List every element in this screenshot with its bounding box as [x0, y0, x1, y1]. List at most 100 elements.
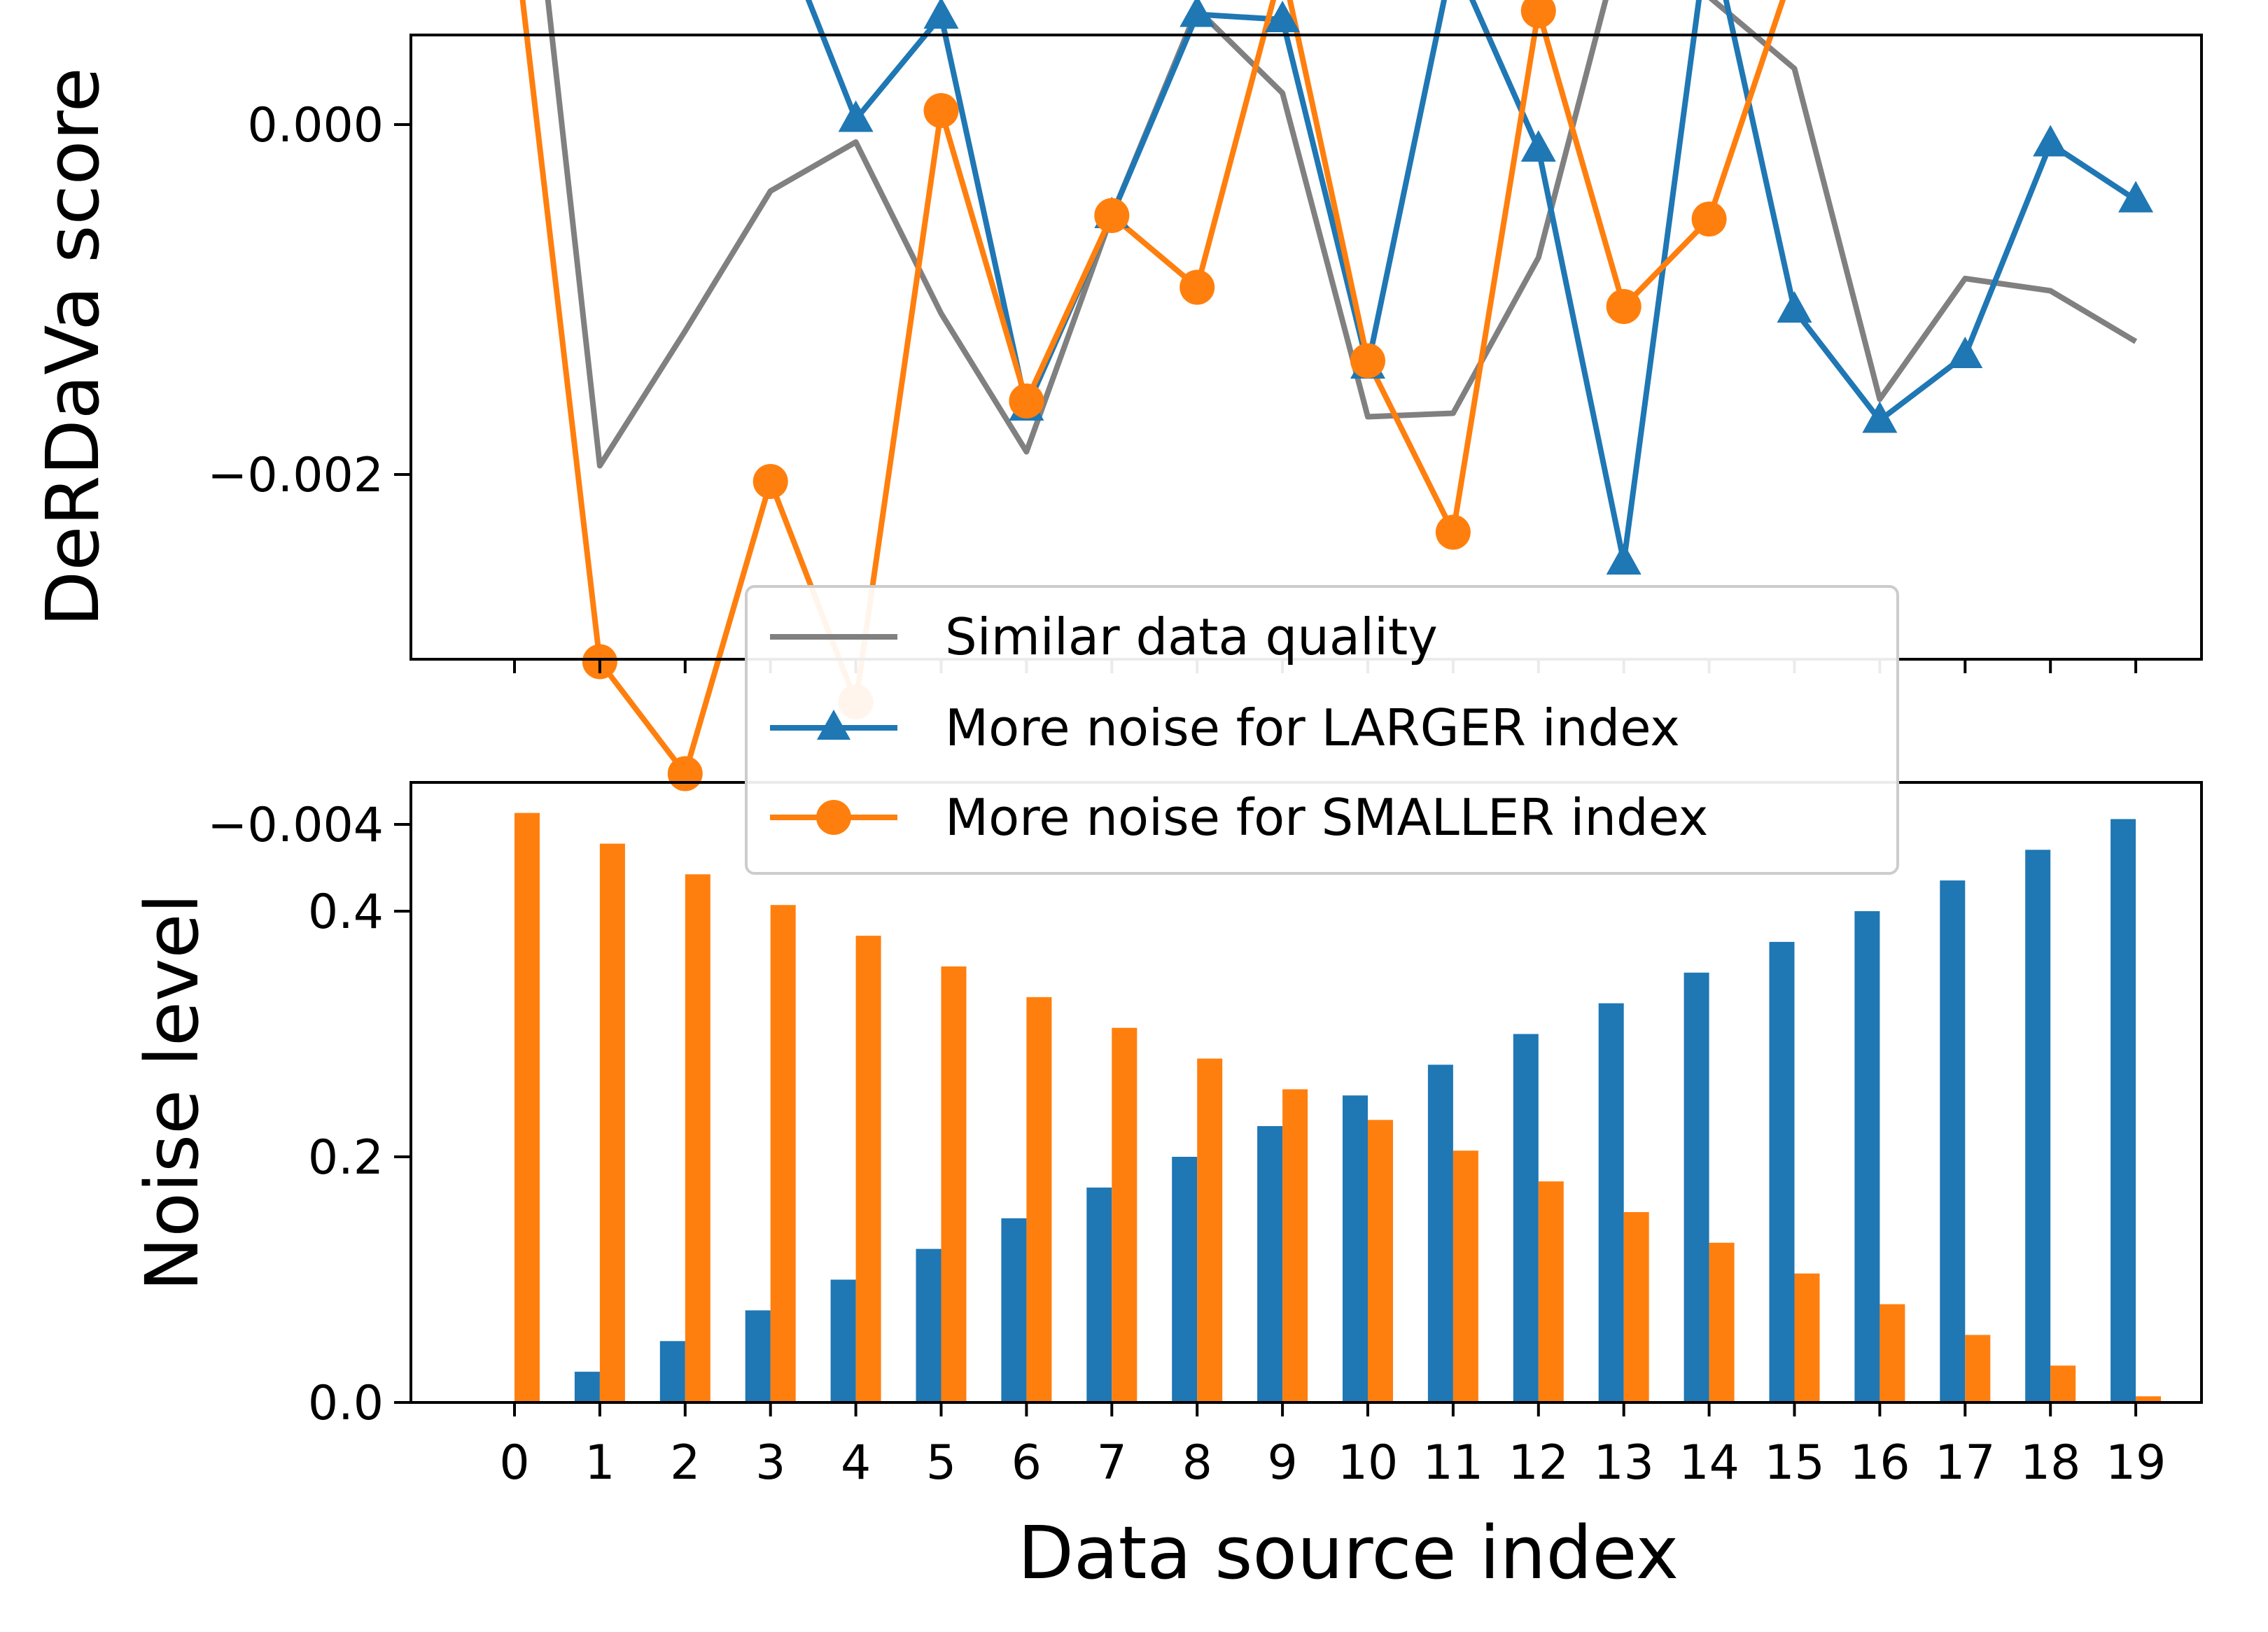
bar-smaller: [514, 813, 540, 1402]
bottom-xtick-label: 6: [1011, 1435, 1042, 1491]
bottom-xtick-label: 12: [1508, 1435, 1569, 1491]
bar-smaller: [1026, 997, 1052, 1402]
bar-larger: [574, 1372, 600, 1402]
point-smaller: [1180, 269, 1215, 305]
bar-larger: [1598, 1003, 1624, 1402]
bottom-xtick-label: 9: [1267, 1435, 1297, 1491]
point-smaller: [1009, 384, 1044, 418]
point-larger: [838, 100, 874, 132]
legend-label-similar: Similar data quality: [945, 607, 1438, 666]
bar-larger: [659, 1341, 685, 1403]
legend-triangle-marker: [817, 710, 850, 740]
bar-larger: [1001, 1218, 1027, 1403]
bottom-y-axis-title: Noise level: [130, 894, 215, 1292]
point-larger: [1777, 291, 1812, 323]
bar-larger: [1086, 1187, 1112, 1402]
top-ytick-label: −0.002: [207, 448, 384, 503]
bottom-xtick-label: 11: [1423, 1435, 1484, 1491]
bar-larger: [2110, 819, 2136, 1402]
point-larger: [1947, 337, 1983, 368]
bar-smaller: [770, 905, 796, 1402]
noise-bar-chart: 0.00.20.40 1 2 3 4 5 6 7 8 9 10 11 12 13 14 15 16 17 18 19 …: [130, 781, 2203, 1596]
bar-smaller: [1709, 1242, 1735, 1402]
top-ytick-label: 0.000: [247, 98, 384, 153]
bar-smaller: [1965, 1335, 1991, 1402]
point-larger: [1180, 0, 1215, 27]
point-smaller: [1691, 202, 1727, 237]
series-line-larger: [805, 0, 2138, 565]
bottom-xtick-label: 8: [1182, 1435, 1212, 1491]
bar-larger: [1769, 941, 1795, 1402]
bottom-xtick-label: 4: [841, 1435, 871, 1491]
bar-smaller: [1112, 1027, 1138, 1402]
bar-larger: [1940, 880, 1966, 1402]
bar-larger: [1684, 972, 1709, 1403]
bottom-xtick-label: 10: [1338, 1435, 1399, 1491]
bottom-xtick-label: 19: [2106, 1435, 2166, 1491]
point-smaller: [1350, 343, 1385, 379]
point-smaller: [667, 756, 703, 792]
bar-smaller: [1368, 1120, 1393, 1402]
legend: Similar data quality More noise for LARG…: [745, 585, 1899, 875]
legend-label-larger: More noise for LARGER index: [945, 698, 1680, 757]
bar-larger: [1343, 1095, 1368, 1403]
bottom-xtick-label: 2: [670, 1435, 700, 1491]
bottom-xtick-label: 7: [1097, 1435, 1127, 1491]
bar-larger: [1172, 1157, 1198, 1402]
bottom-xtick-label: 16: [1849, 1435, 1910, 1491]
point-larger: [1265, 1, 1301, 32]
point-larger: [1606, 543, 1642, 575]
bar-smaller: [2050, 1365, 2076, 1402]
bottom-xtick-label: 0: [499, 1435, 529, 1491]
point-smaller: [1606, 289, 1642, 324]
bar-smaller: [1282, 1089, 1308, 1402]
bottom-xtick-label: 15: [1764, 1435, 1825, 1491]
series-line-similar: [545, 0, 2138, 469]
bottom-xtick-label: 1: [584, 1435, 615, 1491]
bar-smaller: [1197, 1058, 1223, 1402]
bar-smaller: [2136, 1396, 2162, 1402]
point-larger: [2118, 181, 2154, 213]
bottom-xtick-label: 17: [1935, 1435, 1996, 1491]
legend-label-smaller: More noise for SMALLER index: [945, 788, 1708, 847]
legend-box: [745, 585, 1899, 875]
point-smaller: [1094, 198, 1130, 233]
bottom-xtick-label: 13: [1593, 1435, 1654, 1491]
bar-smaller: [599, 843, 625, 1402]
bottom-ytick-label: 0.0: [308, 1376, 384, 1431]
top-ytick-label: −0.004: [207, 798, 384, 853]
bottom-ytick-label: 0.2: [308, 1130, 384, 1186]
bar-larger: [830, 1279, 856, 1402]
legend-circle-marker: [816, 800, 851, 835]
top-plot-frame: [410, 34, 2203, 661]
bottom-xtick-label: 3: [755, 1435, 785, 1491]
bottom-xtick-label: 14: [1679, 1435, 1740, 1491]
bottom-xtick-label: 18: [2020, 1435, 2081, 1491]
point-larger: [923, 0, 959, 29]
point-larger: [2033, 125, 2068, 157]
bar-smaller: [1538, 1181, 1564, 1402]
top-y-axis-title: DeRDaVa score: [30, 67, 115, 626]
bar-larger: [1513, 1034, 1539, 1402]
bottom-ytick-label: 0.4: [308, 885, 384, 940]
bar-smaller: [855, 936, 881, 1402]
bottom-xtick-label: 5: [926, 1435, 956, 1491]
point-smaller: [923, 93, 959, 128]
bar-larger: [1854, 911, 1880, 1402]
bar-smaller: [1794, 1273, 1820, 1402]
bar-larger: [1427, 1064, 1453, 1402]
bar-smaller: [1879, 1304, 1905, 1402]
point-smaller: [1520, 0, 1556, 29]
bar-larger: [2025, 850, 2051, 1403]
point-smaller: [752, 464, 788, 499]
point-smaller: [1435, 514, 1471, 550]
bar-smaller: [941, 966, 967, 1402]
bar-larger: [1257, 1126, 1283, 1402]
point-larger: [1862, 401, 1898, 433]
point-larger: [1520, 130, 1556, 162]
series-line-smaller: [519, 0, 1786, 777]
bottom-x-axis-title: Data source index: [1018, 1510, 1679, 1596]
bar-smaller: [1623, 1212, 1649, 1402]
bar-larger: [745, 1310, 771, 1402]
